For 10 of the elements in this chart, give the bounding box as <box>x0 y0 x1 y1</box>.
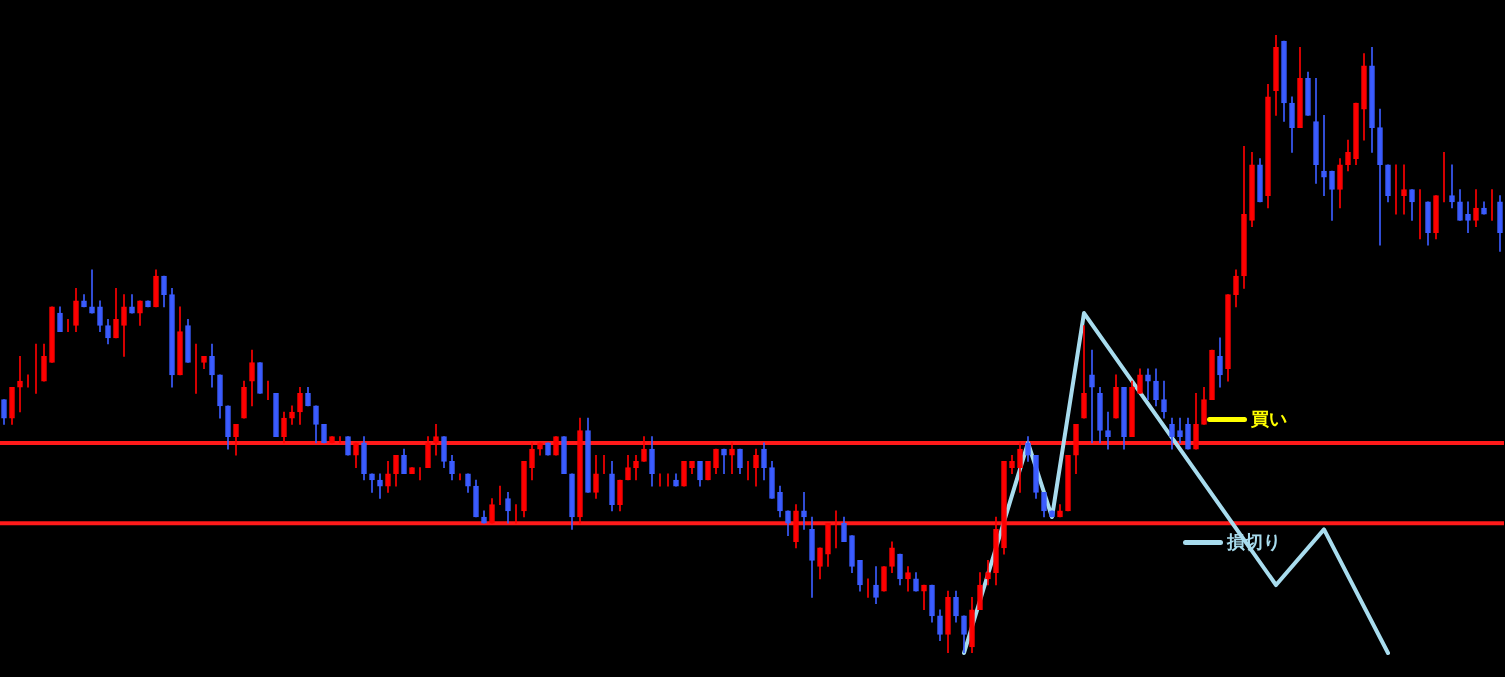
annotation: 買い <box>1251 407 1287 431</box>
candlestick <box>433 424 439 456</box>
candlestick <box>905 566 911 592</box>
candlestick <box>17 356 23 413</box>
candlestick <box>1465 201 1471 234</box>
candlestick <box>1105 411 1111 450</box>
candlestick <box>1449 164 1455 209</box>
candlestick <box>1401 164 1407 215</box>
candlestick <box>729 442 735 475</box>
candlestick <box>1089 349 1095 444</box>
